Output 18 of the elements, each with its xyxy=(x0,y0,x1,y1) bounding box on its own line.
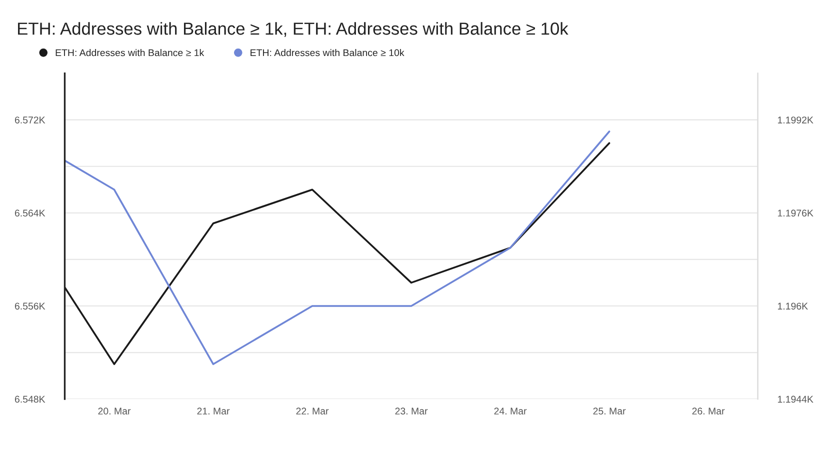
legend-label: ETH: Addresses with Balance ≥ 10k xyxy=(250,49,404,56)
legend-label: ETH: Addresses with Balance ≥ 1k xyxy=(56,49,204,56)
y2-tick-label: 1.196K xyxy=(778,302,808,310)
x-tick-label: 24. Mar xyxy=(494,408,527,415)
y2-tick-label: 1.1944K xyxy=(778,396,814,403)
x-tick-label: 21. Mar xyxy=(197,408,230,415)
x-tick-label: 23. Mar xyxy=(395,408,428,415)
y2-tick-label: 1.1992K xyxy=(778,116,814,124)
x-tick-label: 20. Mar xyxy=(98,408,131,415)
y-tick-label: 6.556K xyxy=(14,302,46,310)
x-tick-label: 22. Mar xyxy=(296,408,329,415)
chart-title: ETH: Addresses with Balance ≥ 1k, ETH: Addresses with Balance ≥ 10k xyxy=(18,22,568,37)
y2-tick-label: 1.1976K xyxy=(778,210,814,217)
y-tick-label: 6.564K xyxy=(14,210,46,217)
y-tick-label: 6.572K xyxy=(14,116,46,124)
y-tick-label: 6.548K xyxy=(14,396,46,403)
x-tick-label: 26. Mar xyxy=(692,408,725,415)
x-tick-label: 25. Mar xyxy=(593,408,626,415)
